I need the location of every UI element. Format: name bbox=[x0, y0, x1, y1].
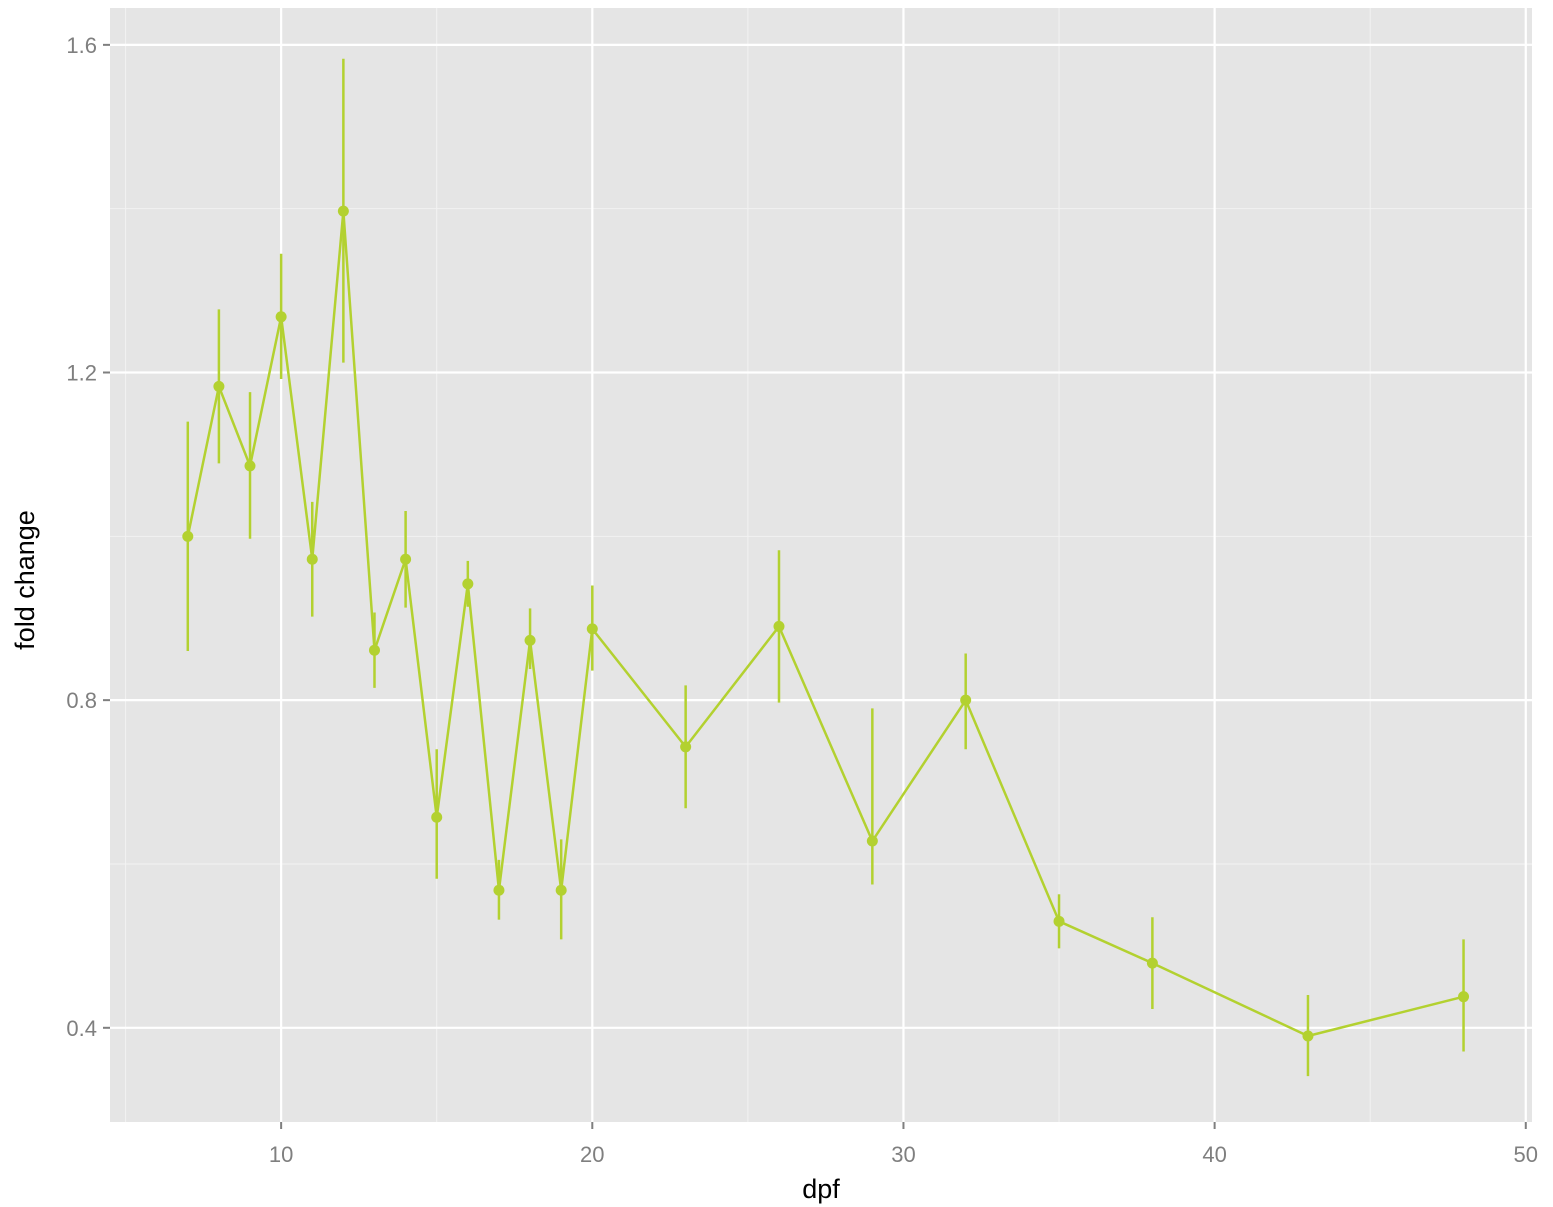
data-point bbox=[773, 620, 785, 632]
y-tick-label: 0.4 bbox=[66, 1016, 97, 1041]
x-tick-label: 30 bbox=[891, 1142, 915, 1167]
data-point bbox=[1458, 991, 1470, 1003]
data-point bbox=[960, 694, 972, 706]
x-tick-label: 10 bbox=[269, 1142, 293, 1167]
data-point bbox=[337, 205, 349, 217]
data-point bbox=[555, 884, 567, 896]
data-point bbox=[182, 530, 194, 542]
y-tick-labels: 0.4 0.8 1.2 1.6 bbox=[66, 33, 97, 1041]
x-tick-labels: 10 20 30 40 50 bbox=[269, 1142, 1538, 1167]
y-tick-label: 1.6 bbox=[66, 33, 97, 58]
data-point bbox=[306, 553, 318, 565]
panel-background bbox=[110, 8, 1532, 1122]
x-axis-title: dpf bbox=[802, 1174, 840, 1204]
series-line bbox=[186, 209, 1464, 1038]
y-tick-label: 1.2 bbox=[66, 361, 97, 386]
x-tick-label: 40 bbox=[1202, 1142, 1226, 1167]
data-point bbox=[244, 460, 256, 472]
data-points bbox=[182, 205, 1470, 1042]
data-point bbox=[213, 380, 225, 392]
axis-ticks bbox=[103, 43, 1527, 1129]
y-axis-title: fold change bbox=[10, 510, 40, 650]
data-point bbox=[586, 623, 598, 635]
data-point bbox=[1146, 957, 1158, 969]
x-tick-label: 20 bbox=[580, 1142, 604, 1167]
minor-gridlines bbox=[110, 8, 1532, 1122]
data-point bbox=[400, 553, 412, 565]
data-point bbox=[680, 741, 692, 753]
x-tick-label: 50 bbox=[1514, 1142, 1538, 1167]
y-tick-label: 0.8 bbox=[66, 688, 97, 713]
data-point bbox=[275, 311, 287, 323]
data-point bbox=[524, 634, 536, 646]
data-point bbox=[368, 644, 380, 656]
data-point bbox=[1302, 1030, 1314, 1042]
data-point bbox=[866, 835, 878, 847]
data-point bbox=[493, 884, 505, 896]
data-point bbox=[462, 578, 474, 590]
data-point bbox=[431, 811, 443, 823]
major-gridlines bbox=[110, 8, 1532, 1122]
data-point bbox=[1053, 915, 1065, 927]
